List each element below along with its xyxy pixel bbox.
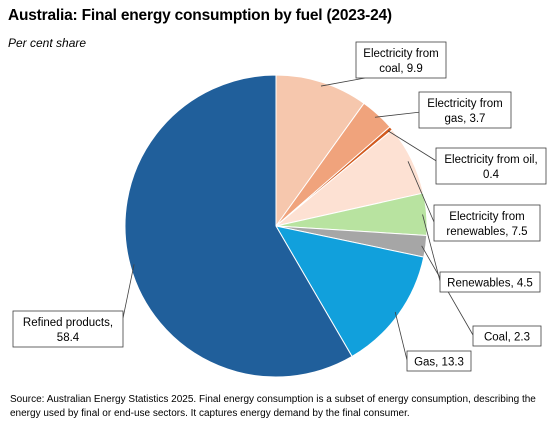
data-label-electricity-from-oil: 0.4 [483,169,500,181]
callout-box-electricity-from-gas [418,91,512,129]
data-label-gas: Gas, 13.3 [414,357,464,369]
chart-subtitle: Per cent share [8,36,87,50]
callout-box-electricity-from-renewables [433,204,541,242]
data-label-coal: Coal, 2.3 [484,332,530,344]
data-label-refined-products: 58.4 [57,332,80,344]
callout-box-renewables [439,271,541,293]
slice-electricity-from-coal [275,74,365,228]
data-label-refined-products: Refined products, [23,317,113,329]
data-label-electricity-from-gas: Electricity from [427,98,502,110]
data-label-electricity-from-renewables: Electricity from [449,211,524,223]
callout-box-electricity-from-coal [355,41,447,79]
callout-box-coal [472,325,542,347]
source-note: Source: Australian Energy Statistics 202… [10,394,536,419]
leader-line-electricity-from-oil [387,130,439,163]
data-label-electricity-from-coal: Electricity from [363,48,438,60]
data-label-electricity-from-renewables: renewables, 7.5 [446,226,527,238]
data-label-renewables: Renewables, 4.5 [447,278,533,290]
chart-title: Australia: Final energy consumption by f… [8,7,392,24]
leader-line-electricity-from-renewables [407,161,435,223]
data-label-electricity-from-coal: coal, 9.9 [379,63,422,75]
slice-refined-products [124,74,353,378]
leader-line-electricity-from-gas [374,111,422,118]
leader-line-renewables [422,214,441,282]
leader-line-refined-products [122,264,135,319]
slice-gas [275,225,425,358]
data-label-electricity-from-gas: gas, 3.7 [445,113,486,125]
callout-box-gas [406,350,472,372]
leader-line-gas [394,311,408,361]
leader-line-electricity-from-coal [320,77,366,87]
data-label-electricity-from-oil: Electricity from oil, [444,154,537,166]
callout-box-refined-products [12,310,124,348]
pie-chart: Electricity from coal, 9.9 Electricity fro… [12,41,547,378]
callout-box-electricity-from-oil [435,147,547,185]
